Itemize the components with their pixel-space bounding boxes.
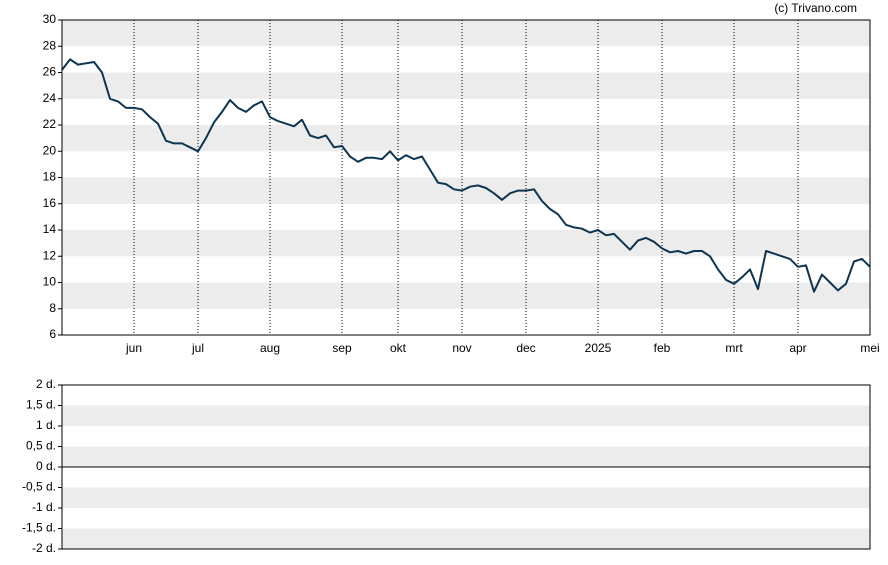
y-tick-label: 2 d. bbox=[36, 377, 56, 391]
y-tick-label: 14 bbox=[43, 222, 57, 236]
plot-frame bbox=[61, 384, 871, 550]
grid-band bbox=[62, 203, 870, 230]
y-tick-label: 16 bbox=[43, 196, 57, 210]
y-tick-label: 26 bbox=[43, 65, 57, 79]
grid-band bbox=[62, 308, 870, 335]
x-tick-label: aug bbox=[260, 341, 280, 355]
y-tick-label: 6 bbox=[49, 327, 56, 341]
grid-band bbox=[62, 467, 870, 488]
y-tick-label: 30 bbox=[43, 12, 57, 26]
y-tick-label: -0,5 d. bbox=[22, 480, 56, 494]
x-tick-label: nov bbox=[452, 341, 471, 355]
x-tick-label: mrt bbox=[725, 341, 743, 355]
x-tick-label: mei bbox=[860, 341, 879, 355]
y-tick-label: 0 d. bbox=[36, 459, 56, 473]
y-tick-label: 24 bbox=[43, 91, 57, 105]
x-tick-label: sep bbox=[332, 341, 352, 355]
grid-band bbox=[62, 177, 870, 204]
grid-band bbox=[62, 385, 870, 406]
grid-band bbox=[62, 72, 870, 99]
grid-band bbox=[62, 230, 870, 257]
x-tick-label: okt bbox=[390, 341, 407, 355]
grid-band bbox=[62, 256, 870, 283]
grid-band bbox=[62, 20, 870, 47]
grid-band bbox=[62, 487, 870, 508]
y-tick-label: 8 bbox=[49, 301, 56, 315]
grid-band bbox=[62, 282, 870, 309]
y-tick-label: 10 bbox=[43, 275, 57, 289]
y-tick-label: 0,5 d. bbox=[26, 439, 56, 453]
grid-band bbox=[62, 405, 870, 426]
y-tick-label: -1 d. bbox=[32, 500, 56, 514]
y-tick-label: 1,5 d. bbox=[26, 398, 56, 412]
price-line bbox=[61, 58, 871, 293]
x-tick-label: jun bbox=[125, 341, 142, 355]
x-tick-label: dec bbox=[516, 341, 535, 355]
y-tick-label: -1,5 d. bbox=[22, 521, 56, 535]
y-tick-label: 22 bbox=[43, 117, 57, 131]
grid-band bbox=[62, 125, 870, 152]
x-tick-label: 2025 bbox=[585, 341, 612, 355]
x-tick-label: jul bbox=[191, 341, 204, 355]
grid-band bbox=[62, 508, 870, 529]
y-tick-label: 28 bbox=[43, 38, 57, 52]
source: (c) Trivano.com bbox=[774, 1, 857, 15]
grid-band bbox=[62, 426, 870, 447]
x-tick-label: apr bbox=[789, 341, 806, 355]
grid-band bbox=[62, 528, 870, 549]
y-tick-label: 1 d. bbox=[36, 418, 56, 432]
y-tick-label: 20 bbox=[43, 143, 57, 157]
y-tick-label: 12 bbox=[43, 248, 57, 262]
y-tick-label: -2 d. bbox=[32, 541, 56, 555]
x-tick-label: feb bbox=[654, 341, 671, 355]
grid-band bbox=[62, 46, 870, 73]
grid-band bbox=[62, 446, 870, 467]
grid-band bbox=[62, 98, 870, 125]
y-tick-label: 18 bbox=[43, 170, 57, 184]
grid-band bbox=[62, 151, 870, 178]
plot-frame bbox=[61, 19, 871, 336]
